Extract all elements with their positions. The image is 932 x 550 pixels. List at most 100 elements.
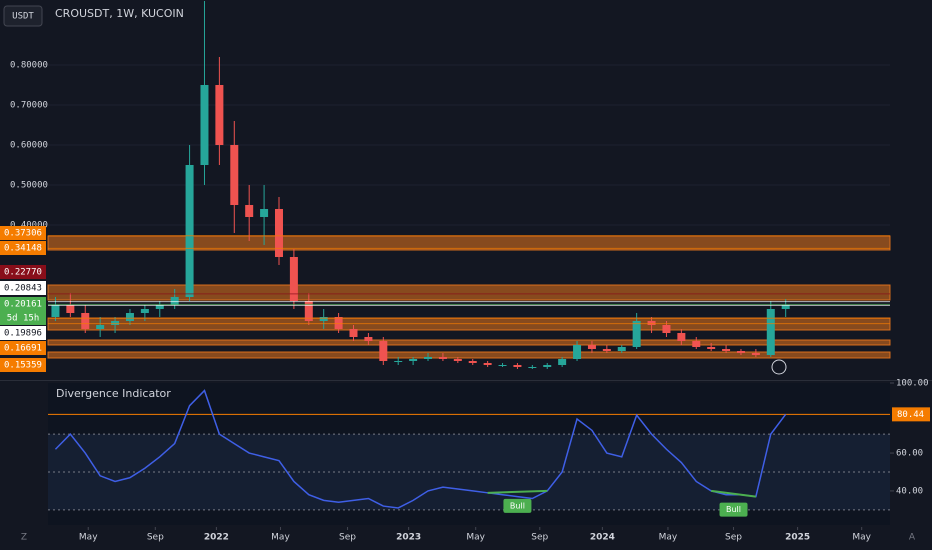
price-tag-label: 0.20161: [4, 300, 42, 310]
timezone-icon[interactable]: Z: [21, 533, 27, 543]
candle-body: [304, 301, 313, 321]
y-tick-label: 0.60000: [10, 141, 48, 151]
divergence-label: Bull: [510, 501, 525, 510]
price-tag: [0, 226, 46, 240]
y-tick-label: 40.00: [896, 486, 923, 496]
price-tag: [0, 326, 46, 340]
zone: [47, 284, 891, 301]
y-tick-label: 0.80000: [10, 61, 48, 71]
candle-body: [692, 341, 701, 347]
candle-body: [766, 309, 775, 355]
divergence-line: [711, 489, 757, 498]
last-value-tag: [892, 407, 930, 422]
alert-icon[interactable]: [771, 359, 787, 375]
candle-body: [111, 321, 120, 325]
price-tag-label: 0.15359: [4, 361, 42, 371]
price-tag: [0, 265, 46, 279]
candle-body: [468, 361, 477, 363]
price-tag: [0, 281, 46, 295]
candle-body: [424, 357, 433, 359]
candle-body: [245, 205, 254, 217]
candle-body: [573, 345, 582, 359]
price-tag-label: 0.37306: [4, 229, 42, 239]
x-tick-label: 2025: [785, 533, 810, 543]
zone: [47, 339, 891, 346]
price-tag: [0, 341, 46, 355]
price-tag-label: 0.16691: [4, 344, 42, 354]
candle-body: [215, 85, 224, 145]
candle-body: [185, 165, 194, 297]
divergence-line: [487, 489, 548, 494]
candle-body: [66, 305, 75, 313]
y-tick-label: 0.40000: [10, 221, 48, 231]
x-tick-label: Sep: [339, 533, 356, 543]
candle-body: [260, 209, 269, 217]
candle-body: [140, 309, 149, 313]
indicator-title: Divergence Indicator: [56, 387, 171, 400]
candle-body: [587, 345, 596, 349]
x-tick-label: Sep: [531, 533, 548, 543]
x-tick-label: Sep: [725, 533, 742, 543]
x-tick-label: May: [79, 533, 98, 543]
candle-body: [319, 317, 328, 321]
candle-body: [602, 349, 611, 351]
candle-body: [349, 329, 358, 337]
price-tag-label: 0.22770: [4, 268, 42, 278]
candle-body: [200, 85, 209, 165]
price-tag: [0, 241, 46, 255]
currency-label: USDT: [12, 12, 34, 22]
divergence-tag: [719, 502, 748, 517]
candle-body: [617, 347, 626, 351]
candle-body: [379, 341, 388, 361]
candle-body: [438, 357, 447, 359]
currency-button[interactable]: [3, 5, 43, 27]
candle-body: [334, 317, 343, 329]
symbol-title: CROUSDT, 1W, KUCOIN: [55, 7, 184, 20]
candle-body: [81, 313, 90, 329]
candle-body: [647, 321, 656, 325]
x-tick-label: May: [271, 533, 290, 543]
candle-body: [558, 359, 567, 365]
candle-body: [155, 305, 164, 309]
indicator-line: [54, 389, 787, 509]
divergence-label: Bull: [726, 505, 741, 514]
y-tick-label: 60.00: [896, 449, 923, 459]
candle-body: [170, 297, 179, 305]
candle-body: [677, 333, 686, 341]
candle-body: [364, 337, 373, 341]
candle-body: [722, 349, 731, 351]
zone: [47, 235, 891, 251]
countdown: 5d 15h: [7, 314, 40, 324]
x-tick-label: 2022: [204, 533, 229, 543]
candle-body: [513, 365, 522, 367]
auto-scale-icon[interactable]: A: [909, 533, 916, 543]
candle-body: [662, 325, 671, 333]
candle-body: [483, 363, 492, 365]
price-tag-label: 0.20843: [4, 284, 42, 294]
candle-body: [498, 365, 507, 366]
last-value-label: 80.44: [897, 410, 924, 420]
candle-body: [96, 325, 105, 329]
price-tag: [0, 358, 46, 372]
y-tick-label: 0.70000: [10, 101, 48, 111]
candle-body: [51, 305, 60, 317]
x-tick-label: 2023: [396, 533, 421, 543]
countdown-tag: [0, 311, 46, 325]
candle-body: [289, 257, 298, 301]
price-tag: [0, 297, 46, 311]
candle-body: [409, 359, 418, 361]
y-tick-label: 0.50000: [10, 181, 48, 191]
price-tag-label: 0.34148: [4, 244, 42, 254]
candle-body: [274, 209, 283, 257]
x-tick-label: May: [852, 533, 871, 543]
y-tick-label: 100.00: [896, 379, 929, 389]
divergence-tag: [503, 498, 532, 513]
candle-body: [453, 359, 462, 361]
price-tag-label: 0.19896: [4, 329, 42, 339]
zone: [47, 351, 891, 359]
candle-body: [632, 321, 641, 347]
candle-body: [736, 351, 745, 353]
candle-body: [707, 347, 716, 349]
x-tick-label: May: [466, 533, 485, 543]
